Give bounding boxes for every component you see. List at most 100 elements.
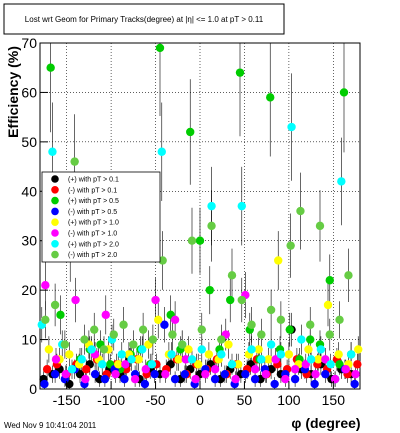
data-point	[315, 221, 325, 231]
data-point	[281, 374, 290, 384]
data-point	[274, 256, 283, 265]
data-point	[194, 360, 203, 369]
data-point	[77, 355, 86, 364]
legend-entry: (+) with pT > 2.0	[68, 241, 119, 248]
data-point	[325, 276, 334, 285]
data-point	[90, 325, 99, 334]
data-point	[195, 236, 205, 245]
data-point	[67, 365, 77, 374]
x-tick-label: 150	[322, 392, 346, 408]
legend-marker	[51, 229, 59, 237]
data-point	[42, 365, 52, 374]
data-point	[285, 325, 294, 334]
data-point	[290, 374, 300, 384]
data-point	[121, 360, 130, 369]
data-point	[310, 379, 319, 389]
data-point	[98, 360, 107, 369]
data-point	[46, 63, 55, 72]
data-point	[266, 305, 276, 315]
data-point	[339, 88, 349, 97]
data-point	[101, 310, 110, 320]
legend-marker	[51, 218, 59, 226]
legend-marker	[51, 186, 59, 194]
data-point	[334, 350, 343, 359]
data-point	[330, 374, 340, 384]
legend-marker	[51, 196, 59, 205]
data-point	[44, 345, 54, 354]
data-point	[301, 360, 310, 369]
y-tick-label: 50	[21, 134, 37, 150]
x-tick-label: -150	[53, 392, 81, 408]
data-point	[191, 374, 200, 384]
data-point	[235, 68, 245, 77]
data-point	[220, 369, 230, 379]
data-point	[111, 369, 120, 379]
data-point	[217, 350, 226, 359]
data-point	[82, 365, 91, 374]
data-point	[270, 379, 279, 389]
data-point	[154, 315, 163, 324]
data-point	[217, 335, 226, 344]
data-point	[204, 350, 214, 359]
data-point	[224, 340, 233, 349]
data-point	[210, 365, 220, 374]
data-point	[227, 271, 237, 280]
data-point	[346, 350, 356, 359]
data-point	[311, 369, 320, 379]
data-point	[81, 374, 90, 384]
legend-entry: (-) with pT > 2.0	[68, 252, 117, 259]
data-point	[120, 374, 129, 384]
data-point	[40, 379, 49, 389]
data-point	[127, 355, 136, 364]
data-point	[226, 295, 235, 305]
y-tick-label: 60	[21, 84, 37, 100]
data-point	[207, 201, 216, 211]
data-point	[129, 340, 138, 349]
data-point	[353, 360, 362, 369]
data-point	[157, 147, 166, 156]
data-point	[237, 201, 246, 211]
data-point	[174, 355, 183, 364]
data-point	[341, 365, 350, 374]
y-tick-label: 20	[21, 282, 37, 298]
data-point	[286, 241, 295, 250]
data-point	[184, 345, 193, 354]
x-tick-label: 100	[277, 392, 301, 408]
data-point	[141, 365, 150, 374]
data-point	[296, 206, 305, 216]
x-tick-label: -50	[145, 392, 165, 408]
data-point	[186, 127, 195, 137]
data-point	[344, 271, 353, 280]
data-point	[234, 360, 243, 369]
data-point	[335, 315, 344, 324]
data-point	[181, 355, 190, 364]
data-point	[41, 315, 50, 324]
data-point	[90, 369, 100, 379]
data-point	[138, 325, 148, 334]
data-point	[41, 281, 50, 290]
data-point	[150, 369, 159, 379]
x-tick-label: 50	[237, 392, 253, 408]
y-tick-label: 10	[21, 332, 37, 348]
x-tick-label: 0	[196, 392, 204, 408]
data-point	[109, 330, 118, 339]
data-point	[314, 355, 323, 364]
data-point	[197, 325, 206, 334]
axis-ticks: -150 -100 -50 0 50 100 150 0 10 20 30 40 50 60 70	[21, 35, 345, 408]
legend-marker	[51, 250, 59, 259]
data-point	[207, 221, 216, 231]
data-point	[117, 350, 126, 359]
data-point	[87, 345, 96, 354]
data-point	[65, 350, 74, 359]
data-point	[231, 374, 240, 384]
data-point	[138, 345, 147, 354]
data-point	[354, 345, 363, 354]
data-point	[134, 355, 143, 364]
data-point	[227, 360, 237, 369]
y-tick-label: 40	[21, 183, 37, 199]
data-point	[261, 369, 270, 379]
y-axis-label: Efficiency (%)	[5, 46, 21, 138]
data-point	[60, 340, 70, 349]
data-point	[50, 300, 60, 310]
